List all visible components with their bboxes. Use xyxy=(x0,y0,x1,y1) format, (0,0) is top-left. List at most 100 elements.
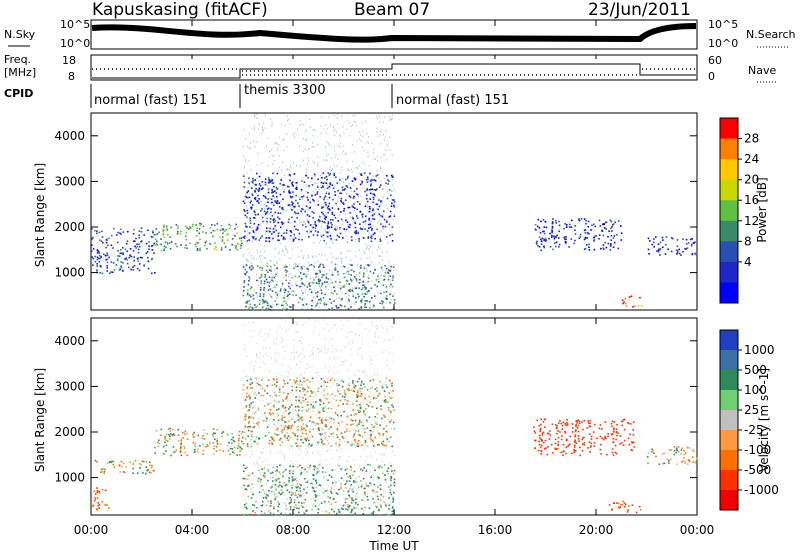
scatter-cell xyxy=(595,235,597,237)
scatter-cell xyxy=(275,429,278,431)
scatter-cell xyxy=(163,437,166,439)
noise-cell xyxy=(309,148,311,150)
scatter-cell xyxy=(370,429,372,432)
scatter-cell xyxy=(120,461,123,463)
noise-cell xyxy=(363,500,365,502)
noise-cell xyxy=(355,477,357,479)
scatter-cell xyxy=(350,274,353,276)
noise-cell xyxy=(253,306,255,309)
noise-cell xyxy=(313,242,315,244)
scatter-cell xyxy=(199,445,201,447)
scatter-cell xyxy=(249,383,252,385)
scatter-cell xyxy=(243,281,246,284)
noise-cell xyxy=(348,121,350,124)
noise-cell xyxy=(264,208,265,210)
scatter-cell xyxy=(363,267,366,269)
scatter-cell xyxy=(240,432,243,435)
scatter-cell xyxy=(589,419,592,422)
noise-cell xyxy=(262,460,263,463)
scatter-cell xyxy=(684,462,686,464)
noise-cell xyxy=(282,250,284,253)
noise-cell xyxy=(348,377,350,380)
scatter-cell xyxy=(272,280,275,283)
noise-cell xyxy=(341,260,342,263)
scatter-cell xyxy=(243,210,246,212)
scatter-cell xyxy=(534,224,537,226)
scatter-cell xyxy=(375,189,377,191)
scatter-cell xyxy=(330,222,332,224)
noise-cell xyxy=(243,155,245,158)
scatter-cell xyxy=(102,253,105,256)
noise-cell xyxy=(312,301,314,303)
noise-cell xyxy=(317,162,319,165)
scatter-cell xyxy=(272,405,275,407)
scatter-cell xyxy=(185,225,187,228)
noise-cell xyxy=(324,181,326,183)
noise-cell xyxy=(263,355,265,357)
scatter-cell xyxy=(557,440,560,443)
scatter-cell xyxy=(281,491,284,494)
scatter-cell xyxy=(366,189,368,192)
scatter-cell xyxy=(169,433,172,435)
scatter-cell xyxy=(371,188,373,191)
scatter-cell xyxy=(340,468,342,470)
scatter-cell xyxy=(309,285,312,287)
noise-cell xyxy=(252,486,254,489)
noise-cell xyxy=(367,181,369,183)
scatter-cell xyxy=(126,259,128,261)
scatter-cell xyxy=(655,236,657,238)
noise-cell xyxy=(386,226,388,228)
noise-cell xyxy=(358,266,360,268)
scatter-cell xyxy=(272,231,275,233)
scatter-cell xyxy=(357,440,360,442)
noise-cell xyxy=(333,318,335,320)
noise-cell xyxy=(254,425,256,428)
noise-cell xyxy=(261,437,263,439)
scatter-cell xyxy=(367,236,370,238)
scatter-cell xyxy=(273,264,276,266)
scatter-cell xyxy=(270,270,272,272)
scatter-cell xyxy=(317,266,320,268)
scatter-cell xyxy=(255,306,257,308)
scatter-cell xyxy=(118,465,121,467)
scatter-cell xyxy=(345,508,347,510)
noise-cell xyxy=(332,256,334,258)
scatter-cell xyxy=(132,233,135,235)
scatter-cell xyxy=(353,386,355,388)
noise-cell xyxy=(376,342,378,344)
scatter-cell xyxy=(259,288,262,291)
noise-cell xyxy=(251,491,253,493)
noise-cell xyxy=(337,378,339,380)
scatter-cell xyxy=(174,243,177,245)
noise-cell xyxy=(242,264,244,266)
scatter-cell xyxy=(209,243,212,245)
scatter-cell xyxy=(576,427,579,429)
scatter-cell xyxy=(346,430,348,432)
scatter-cell xyxy=(336,293,338,295)
scatter-cell xyxy=(587,225,590,228)
scatter-cell xyxy=(261,379,263,381)
noise-cell xyxy=(329,168,331,171)
scatter-cell xyxy=(289,174,292,177)
scatter-cell xyxy=(346,468,348,470)
scatter-cell xyxy=(312,216,314,219)
noise-cell xyxy=(317,320,319,323)
scatter-cell xyxy=(224,246,227,248)
noise-cell xyxy=(242,419,244,421)
scatter-cell xyxy=(258,183,261,185)
noise-cell xyxy=(291,290,293,293)
scatter-cell xyxy=(281,405,284,407)
scatter-cell xyxy=(138,236,140,239)
scatter-cell xyxy=(172,446,175,448)
noise-cell xyxy=(380,156,382,159)
noise-cell xyxy=(310,278,311,280)
noise-cell xyxy=(342,361,344,363)
noise-cell xyxy=(361,122,363,124)
scatter-cell xyxy=(286,270,288,272)
scatter-cell xyxy=(566,438,568,441)
scatter-cell xyxy=(94,255,96,258)
scatter-cell xyxy=(256,382,258,384)
scatter-cell xyxy=(327,442,330,445)
scatter-cell xyxy=(222,232,224,234)
